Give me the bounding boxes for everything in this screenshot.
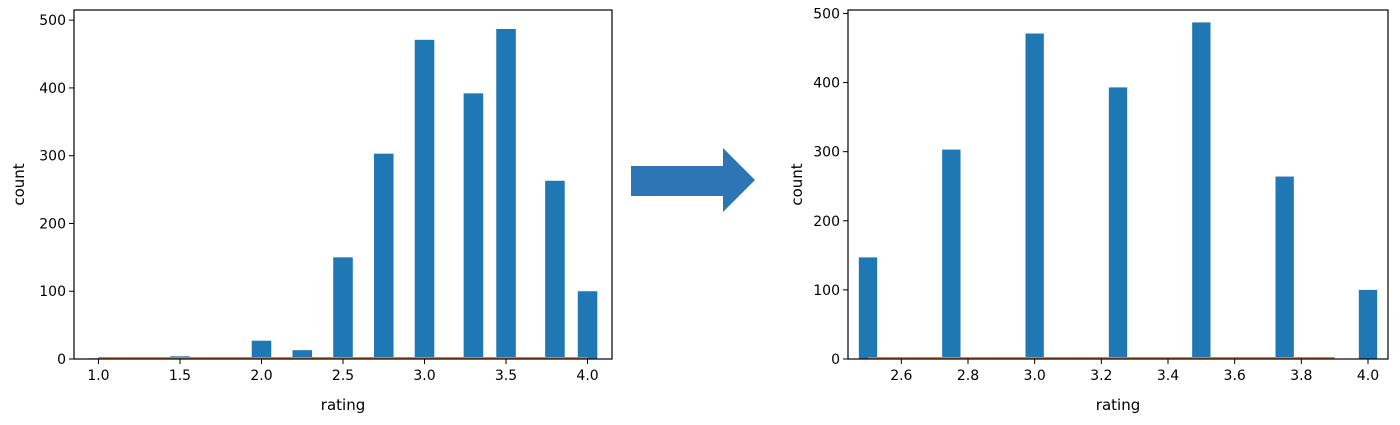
bar: [333, 257, 353, 359]
x-tick-label: 4.0: [1357, 368, 1379, 384]
bar: [414, 39, 435, 359]
y-tick-label: 100: [39, 284, 66, 300]
bar: [463, 93, 484, 360]
x-tick-label: 3.6: [1224, 368, 1246, 384]
bar: [251, 340, 272, 359]
bar: [373, 153, 394, 359]
bar: [545, 180, 565, 359]
y-tick-label: 400: [39, 81, 66, 97]
y-tick-label: 200: [39, 216, 66, 232]
x-tick-label: 4.0: [576, 368, 598, 384]
y-tick-label: 300: [813, 145, 840, 161]
x-tick-label: 3.4: [1157, 368, 1179, 384]
y-tick-label: 500: [39, 13, 66, 29]
axes-frame: [847, 9, 1389, 360]
y-tick-label: 500: [813, 6, 840, 22]
y-tick-label: 0: [57, 352, 66, 368]
bar: [1192, 22, 1211, 359]
x-tick-label: 3.2: [1090, 368, 1112, 384]
bar: [1275, 176, 1294, 359]
bar: [858, 257, 878, 359]
bar: [577, 291, 598, 359]
right-arrow-icon: [631, 148, 755, 212]
x-tick-label: 2.0: [250, 368, 272, 384]
bar: [292, 350, 313, 359]
y-tick-label: 300: [39, 149, 66, 165]
y-tick-label: 100: [813, 283, 840, 299]
bar: [1358, 289, 1378, 359]
x-tick-label: 3.0: [413, 368, 435, 384]
chart-after: 2.6 2.8 3.0 3.2 3.4 3.6 3.8 4.0 0 100 200 300 400 500…: [788, 6, 1389, 414]
bar: [1108, 87, 1128, 359]
chart-before: 1.0 1.5 2.0 2.5 3.0 3.5 4.0 0 100 200 300 400 500 rat…: [10, 9, 613, 414]
x-axis-label: rating: [1096, 396, 1140, 414]
x-tick-label: 1.0: [87, 368, 109, 384]
transform-arrow: [631, 148, 755, 212]
x-tick-label: 1.5: [169, 368, 191, 384]
x-tick-label: 3.8: [1290, 368, 1312, 384]
x-tick-label: 2.6: [890, 368, 912, 384]
x-tick-label: 3.5: [495, 368, 517, 384]
y-tick-label: 0: [831, 352, 840, 368]
x-tick-label: 2.8: [957, 368, 979, 384]
bar: [942, 149, 961, 359]
y-tick-label: 200: [813, 214, 840, 230]
y-axis-label: count: [10, 163, 28, 205]
x-tick-label: 2.5: [332, 368, 354, 384]
bar: [1025, 33, 1044, 359]
y-tick-label: 400: [813, 76, 840, 92]
x-axis-label: rating: [321, 396, 365, 414]
y-axis-label: count: [788, 163, 806, 205]
bar: [496, 28, 516, 359]
x-tick-label: 3.0: [1024, 368, 1046, 384]
